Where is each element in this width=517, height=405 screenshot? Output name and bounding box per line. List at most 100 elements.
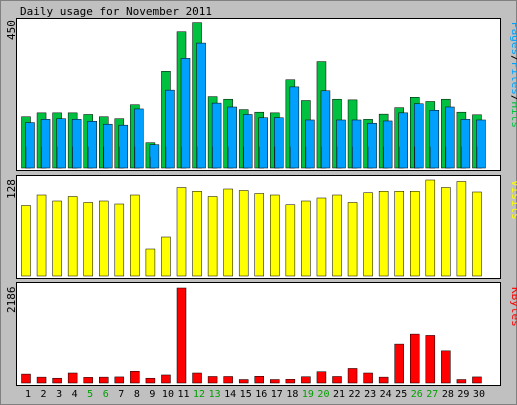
kbytes-bars [21,287,482,384]
kbytes-y-tick: 2186 [5,287,18,314]
visits-bar [410,191,420,277]
files-bar [289,86,300,169]
chart-title: Daily usage for November 2011 [20,5,212,18]
kbytes-bar [238,379,249,384]
kbytes-bar [161,374,171,384]
visits-bar [67,196,78,277]
kbytes-bar [223,376,233,384]
kbytes-bar [254,376,264,384]
kbytes-bar [410,333,420,384]
visits-bar [207,196,218,277]
files-bar [476,119,486,169]
visits-bar [83,202,93,277]
day-label: 10 [162,389,174,400]
day-label: 29 [457,389,469,400]
kbytes-bar [83,377,93,384]
kbytes-bar [114,376,125,384]
kbytes-bar [363,372,373,384]
visits-bar [270,194,280,277]
kbytes-bar [425,335,436,384]
day-label: 4 [72,389,78,400]
kbytes-bar [441,350,451,384]
hits-y-label-part: / [509,95,517,102]
kbytes-bar [176,287,187,384]
visits-bar [36,194,47,277]
visits-bar [301,200,311,277]
kbytes-bar [301,376,311,384]
day-label: 3 [56,389,62,400]
day-label: 11 [177,389,189,400]
files-bar [196,42,206,169]
day-label: 30 [473,389,485,400]
visits-bar [176,187,187,277]
kbytes-bar [36,376,47,384]
visits-bar [114,203,125,277]
day-label: 19 [302,389,314,400]
kbytes-bar [207,376,218,384]
day-label: 13 [209,389,221,400]
visits-bar [238,190,249,277]
files-bar [87,121,97,169]
files-bar [460,119,471,169]
kbytes-bar [394,343,404,384]
day-label: 15 [240,389,252,400]
visits-bar [254,193,264,277]
visits-bar [223,188,233,277]
kbytes-y-label: KBytes [509,287,517,327]
files-bar [56,118,66,169]
kbytes-bar [316,371,327,384]
visits-bar [425,179,436,277]
visits-y-tick: 128 [5,179,18,199]
visits-bar [52,200,62,277]
day-label: 8 [134,389,140,400]
hits-y-label-part: Hits [509,102,517,129]
kbytes-bar [99,376,109,384]
day-label: 22 [349,389,361,400]
visits-bar [347,202,358,277]
files-bar [274,117,284,169]
day-label: 2 [41,389,47,400]
visits-bar [472,191,482,277]
files-bar [149,144,160,169]
files-bar [165,89,175,169]
day-label: 28 [442,389,454,400]
day-label: 17 [271,389,283,400]
kbytes-bar [52,377,62,384]
visits-bar [285,204,296,277]
files-bar [414,103,424,169]
day-label: 7 [118,389,124,400]
kbytes-panel-frame [16,282,501,386]
hits-y-tick: 450 [5,20,18,40]
day-label: 6 [103,389,109,400]
day-label: 9 [149,389,155,400]
day-label: 25 [395,389,407,400]
files-bar [40,119,51,169]
hits-bars [21,22,486,169]
visits-bar [456,181,467,277]
files-bar [305,119,315,169]
kbytes-bar [332,376,342,384]
files-bar [398,112,408,169]
kbytes-bar [347,368,358,384]
kbytes-bar [270,379,280,384]
files-bar [429,109,440,169]
files-bar [118,124,129,169]
visits-bar [441,187,451,277]
files-bar [180,58,191,169]
hits-y-label-part: Pages [509,22,517,55]
visits-bars [21,179,482,277]
day-label: 20 [317,389,329,400]
visits-bar [316,197,327,277]
day-label: 16 [255,389,267,400]
visits-bar [21,205,31,277]
visits-bar [99,200,109,277]
kbytes-bar [456,379,467,384]
visits-bar [394,191,404,277]
day-label: 21 [333,389,345,400]
visits-bar [363,192,373,277]
hits-y-label-part: Files [509,62,517,95]
kbytes-bar [192,372,202,384]
visits-bar [192,191,202,277]
files-bar [336,119,346,169]
day-label: 23 [364,389,376,400]
